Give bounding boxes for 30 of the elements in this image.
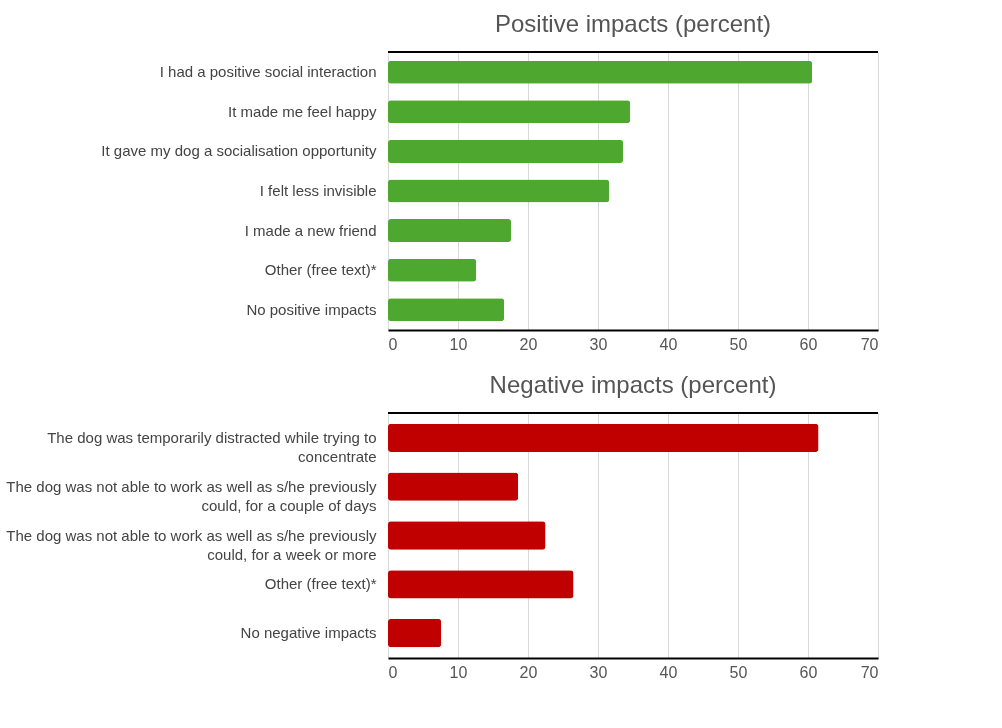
y-tick-label: It gave my dog a socialisation opportunity — [101, 142, 377, 160]
y-tick-label: The dog was not able to work as well as s/he previously could, for a couple of days — [6, 477, 377, 514]
y-tick-label: No positive impacts — [246, 300, 377, 318]
x-tick-label: 0 — [388, 663, 398, 681]
x-tick-label: 50 — [729, 663, 748, 681]
y-tick-label: No negative impacts — [240, 624, 377, 642]
x-tick-label: 30 — [589, 663, 608, 681]
y-tick-label: I felt less invisible — [259, 182, 377, 199]
x-tick-label: 0 — [388, 335, 398, 353]
x-tick-label: 30 — [589, 335, 608, 353]
x-tick-label: 70 — [860, 663, 879, 681]
y-tick-label: The dog was not able to work as well as s/he previously could, for a week or more — [6, 526, 377, 563]
chart-title: Negative impacts (percent) — [489, 371, 777, 398]
y-tick-label: Other (free text)* — [264, 575, 377, 593]
y-tick-label: I had a positive social interaction — [159, 63, 377, 81]
y-tick-label: The dog was temporarily distracted while trying to concentrate — [47, 428, 377, 465]
x-tick-label: 10 — [449, 663, 468, 681]
chart-title: Positive impacts (percent) — [494, 10, 772, 37]
x-tick-label: 50 — [729, 335, 748, 353]
x-tick-label: 60 — [799, 663, 818, 681]
x-tick-label: 60 — [799, 335, 818, 353]
x-tick-label: 10 — [449, 335, 468, 353]
y-tick-label: I made a new friend — [244, 221, 377, 239]
x-tick-label: 70 — [860, 335, 879, 353]
x-tick-label: 20 — [519, 335, 538, 353]
x-tick-label: 40 — [659, 663, 678, 681]
y-tick-label: It made me feel happy — [228, 102, 377, 120]
x-tick-label: 20 — [519, 663, 538, 681]
y-tick-label: Other (free text)* — [264, 261, 377, 279]
x-tick-label: 40 — [659, 335, 678, 353]
